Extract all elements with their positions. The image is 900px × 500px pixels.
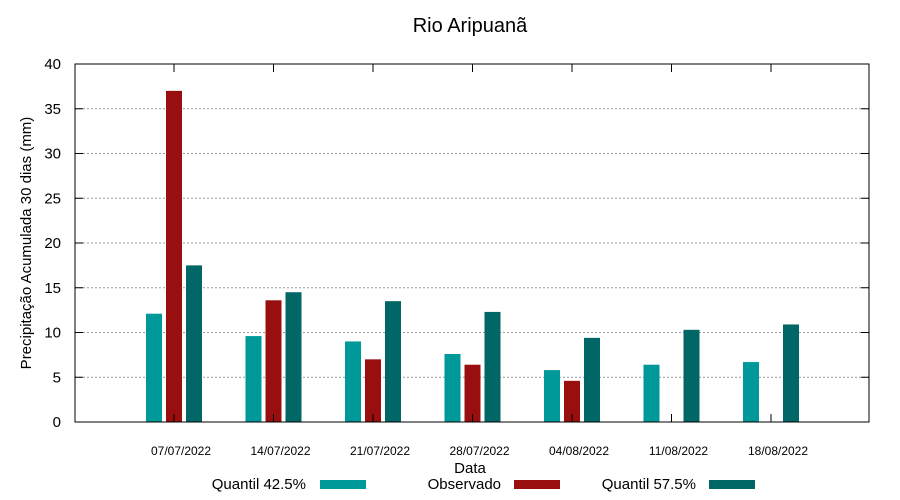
y-tick-label: 30 [44,146,61,163]
legend-swatch [514,480,560,489]
legend-label: Quantil 42.5% [212,476,306,493]
bars [146,90,799,422]
y-tick-label: 15 [44,280,61,297]
bar [544,370,560,422]
bar [385,301,401,422]
bar [564,380,580,422]
y-tick-label: 20 [44,235,61,252]
legend-label: Observado [428,476,501,493]
bar [464,364,481,422]
y-tick-label: 10 [44,325,61,342]
bar [186,265,202,422]
bar [365,359,381,422]
y-tick-label: 0 [53,414,61,431]
bar [345,341,361,422]
y-axis-label: Precipitação Acumulada 30 dias (mm) [18,117,35,370]
y-axis-ticks: 0 5 10 15 20 25 30 35 40 [44,56,869,431]
bar [783,324,799,422]
bar [166,90,182,422]
bar [444,353,461,422]
bar [643,364,660,422]
bar [484,311,501,422]
x-tick-label: 28/07/2022 [449,444,509,458]
y-tick-label: 25 [44,190,61,207]
x-axis-label: Data [454,460,486,477]
bar [683,329,700,422]
legend-label: Quantil 57.5% [602,476,696,493]
x-tick-label: 07/07/2022 [151,444,211,458]
bar [146,313,162,422]
y-tick-label: 35 [44,101,61,118]
chart-title: Rio Aripuanã [413,15,528,37]
y-tick-label: 40 [44,56,61,73]
grid [75,108,869,378]
x-tick-label: 14/07/2022 [250,444,310,458]
legend-swatch [320,480,366,489]
legend: Quantil 42.5% Observado Quantil 57.5% [212,476,755,493]
x-tick-label: 11/08/2022 [649,444,708,458]
bar [265,300,282,422]
legend-swatch [709,480,755,489]
x-tick-label: 18/08/2022 [748,444,808,458]
x-tick-label: 21/07/2022 [350,444,410,458]
bar [245,336,262,422]
y-tick-label: 5 [53,369,61,386]
x-tick-label: 04/08/2022 [549,444,609,458]
bar [743,362,759,422]
bar [285,292,302,422]
x-axis-ticks: 07/07/2022 14/07/2022 21/07/2022 28/07/2022… [151,64,808,458]
bar [584,337,600,422]
